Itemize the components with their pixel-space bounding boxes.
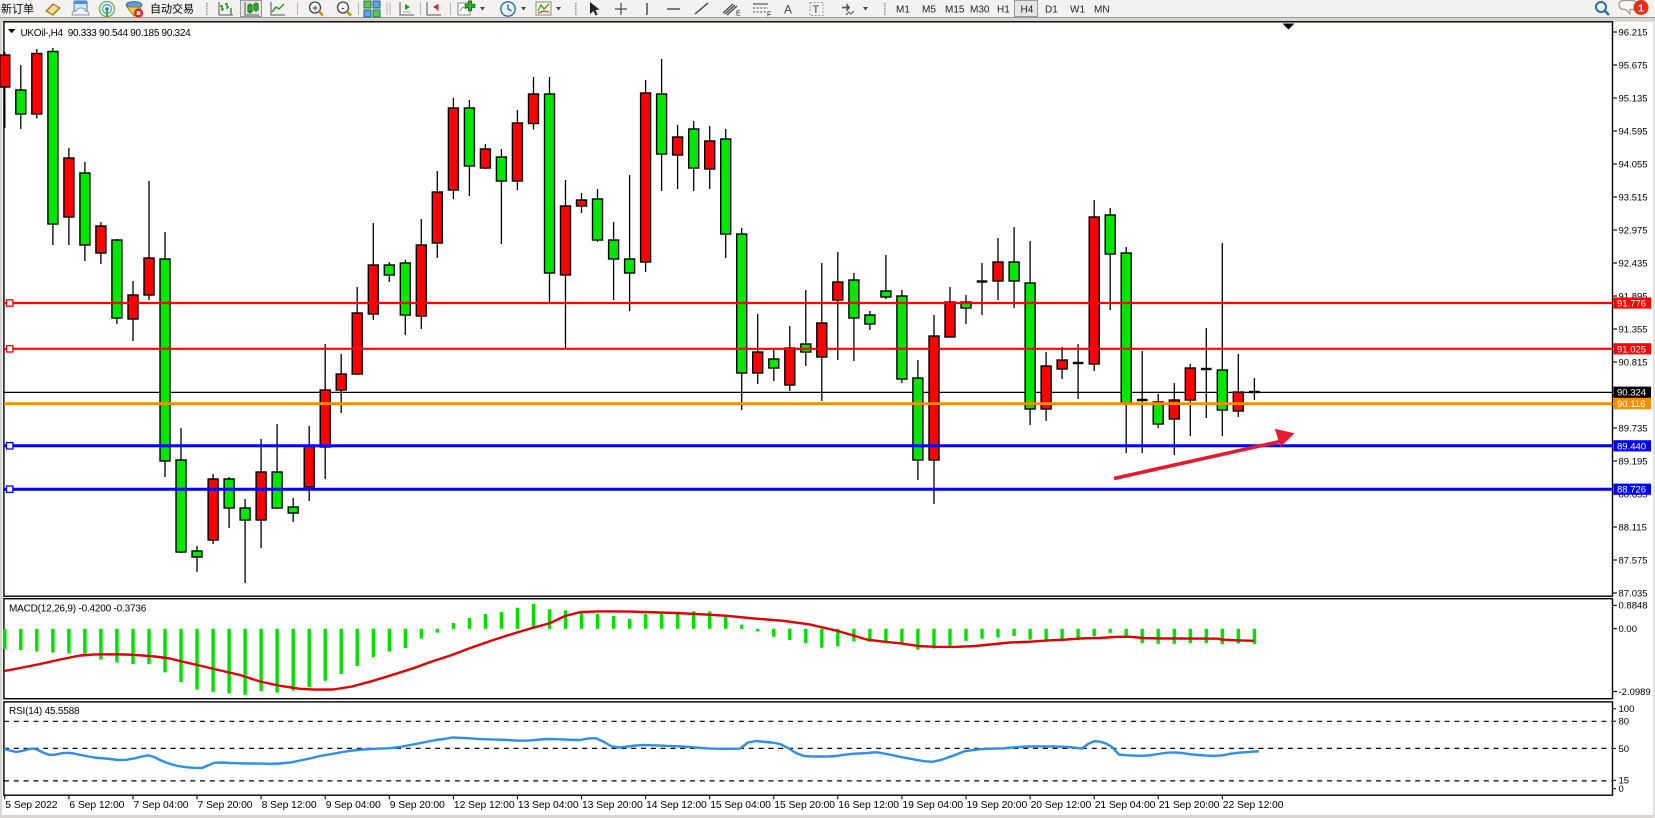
svg-text:W1: W1 [1070, 5, 1085, 16]
svg-text:91.895: 91.895 [1619, 291, 1648, 302]
svg-text:H1: H1 [997, 5, 1010, 16]
svg-text:自动交易: 自动交易 [150, 2, 194, 16]
svg-text:15 Sep 04:00: 15 Sep 04:00 [710, 800, 771, 811]
svg-text:100: 100 [1619, 704, 1635, 715]
svg-text:UKOil-,H4 90.333 90.544 90.18: UKOil-,H4 90.333 90.544 90.185 90.324 [21, 28, 192, 39]
svg-text:89.735: 89.735 [1619, 423, 1648, 434]
svg-text:16 Sep 12:00: 16 Sep 12:00 [838, 800, 899, 811]
svg-text:T: T [813, 4, 820, 16]
svg-text:7 Sep 20:00: 7 Sep 20:00 [198, 800, 253, 811]
svg-text:MACD(12,26,9) -0.4200 -0.3736: MACD(12,26,9) -0.4200 -0.3736 [9, 604, 147, 615]
svg-text:91.776: 91.776 [1617, 299, 1646, 310]
svg-text:M5: M5 [922, 5, 936, 16]
svg-text:5 Sep 2022: 5 Sep 2022 [5, 800, 57, 811]
svg-text:21 Sep 20:00: 21 Sep 20:00 [1159, 800, 1220, 811]
svg-text:0.00: 0.00 [1619, 624, 1638, 635]
svg-text:6 Sep 12:00: 6 Sep 12:00 [69, 800, 124, 811]
svg-text:92.975: 92.975 [1619, 225, 1648, 236]
svg-text:20 Sep 12:00: 20 Sep 12:00 [1031, 800, 1092, 811]
svg-text:9 Sep 20:00: 9 Sep 20:00 [390, 800, 445, 811]
svg-text:14 Sep 12:00: 14 Sep 12:00 [646, 800, 707, 811]
svg-text:96.215: 96.215 [1619, 27, 1648, 38]
svg-text:88.726: 88.726 [1617, 485, 1646, 496]
svg-text:95.135: 95.135 [1619, 93, 1648, 104]
svg-text:90.116: 90.116 [1617, 399, 1645, 410]
svg-text:87.035: 87.035 [1619, 588, 1648, 599]
svg-text:19 Sep 04:00: 19 Sep 04:00 [902, 800, 963, 811]
svg-text:88.655: 88.655 [1619, 489, 1648, 500]
svg-text:90.815: 90.815 [1619, 357, 1648, 368]
svg-text:87.575: 87.575 [1619, 555, 1648, 566]
svg-text:12 Sep 12:00: 12 Sep 12:00 [454, 800, 515, 811]
svg-text:+: + [312, 3, 318, 14]
svg-text:MN: MN [1094, 5, 1110, 16]
svg-text:92.435: 92.435 [1619, 258, 1648, 269]
svg-text:90.324: 90.324 [1617, 388, 1646, 399]
svg-text:89.195: 89.195 [1619, 456, 1648, 467]
svg-text:1: 1 [1638, 3, 1644, 15]
svg-text:H4: H4 [1021, 5, 1034, 16]
svg-text:95.675: 95.675 [1619, 60, 1648, 71]
svg-text:13 Sep 04:00: 13 Sep 04:00 [518, 800, 579, 811]
svg-text:19 Sep 20:00: 19 Sep 20:00 [967, 800, 1028, 811]
svg-text:0: 0 [1619, 784, 1624, 795]
svg-text:M15: M15 [945, 5, 965, 16]
svg-text:RSI(14) 45.5588: RSI(14) 45.5588 [9, 706, 80, 717]
svg-text:50: 50 [1619, 744, 1630, 755]
svg-text:E: E [736, 11, 741, 18]
svg-text:80: 80 [1619, 717, 1630, 728]
svg-text:21 Sep 04:00: 21 Sep 04:00 [1095, 800, 1156, 811]
svg-text:-2.0989: -2.0989 [1619, 687, 1651, 698]
svg-text:D1: D1 [1045, 5, 1058, 16]
svg-text:9 Sep 04:00: 9 Sep 04:00 [326, 800, 381, 811]
svg-text:M1: M1 [896, 5, 910, 16]
svg-text:94.595: 94.595 [1619, 126, 1648, 137]
svg-text:91.025: 91.025 [1617, 344, 1646, 355]
svg-text:89.440: 89.440 [1617, 441, 1646, 452]
svg-text:-: - [341, 3, 344, 14]
svg-text:93.515: 93.515 [1619, 192, 1648, 203]
svg-text:88.115: 88.115 [1619, 522, 1647, 533]
svg-text:A: A [784, 3, 792, 17]
svg-text:13 Sep 20:00: 13 Sep 20:00 [582, 800, 643, 811]
svg-text:F: F [767, 12, 771, 19]
svg-text:8 Sep 12:00: 8 Sep 12:00 [262, 800, 317, 811]
svg-text:15 Sep 20:00: 15 Sep 20:00 [774, 800, 835, 811]
svg-text:7 Sep 04:00: 7 Sep 04:00 [134, 800, 189, 811]
svg-text:22 Sep 12:00: 22 Sep 12:00 [1223, 800, 1284, 811]
svg-text:M30: M30 [970, 5, 990, 16]
svg-text:新订单: 新订单 [1, 2, 34, 16]
svg-text:91.355: 91.355 [1619, 324, 1648, 335]
svg-text:15: 15 [1619, 776, 1630, 787]
svg-text:94.055: 94.055 [1619, 159, 1648, 170]
svg-text:0.8848: 0.8848 [1619, 601, 1648, 612]
